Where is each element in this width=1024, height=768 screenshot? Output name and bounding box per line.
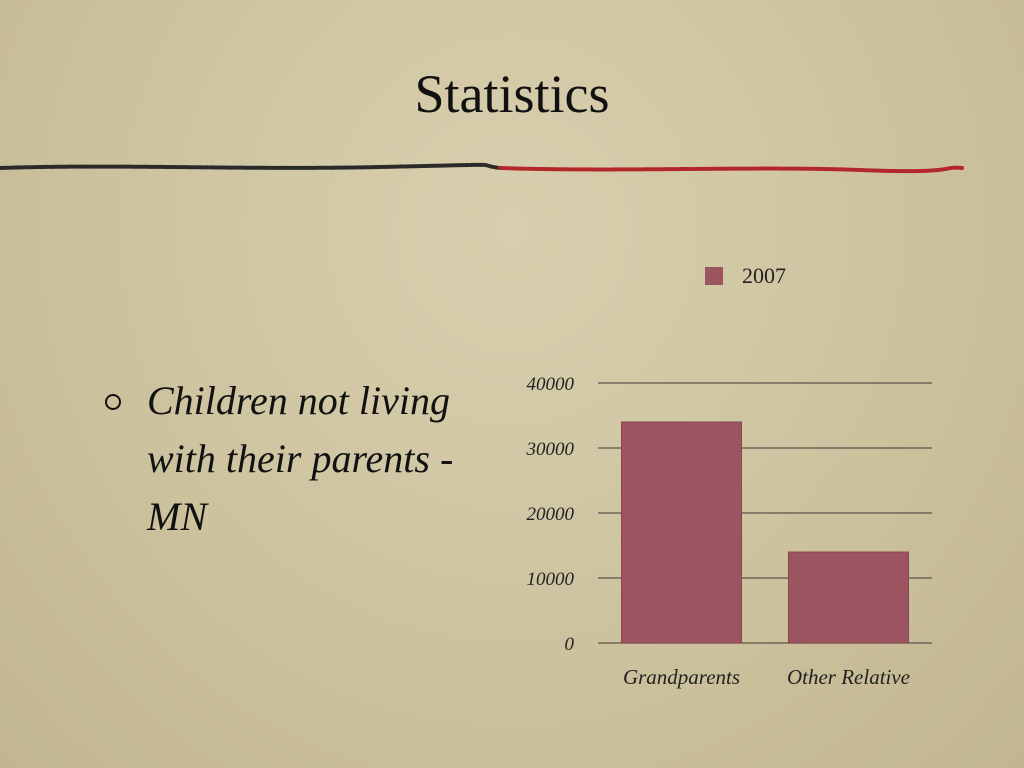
bullet-circle-icon <box>105 394 121 410</box>
y-tick-label: 20000 <box>527 504 575 525</box>
slide-title: Statistics <box>414 64 610 124</box>
bar-chart: 2007 0 10000 20000 30000 40000 Grandparents Oth… <box>526 263 932 689</box>
x-tick-label: Grandparents <box>623 665 740 689</box>
y-tick-label: 10000 <box>527 569 575 590</box>
legend-swatch <box>705 267 723 285</box>
y-tick-label: 30000 <box>526 439 575 460</box>
y-tick-label: 0 <box>565 634 575 655</box>
divider-red-segment <box>498 165 964 174</box>
bar <box>788 551 909 644</box>
bar <box>621 421 742 644</box>
divider-dark-segment <box>0 162 502 170</box>
legend-label: 2007 <box>742 263 786 288</box>
title-divider <box>0 162 964 174</box>
x-tick-label: Other Relative <box>787 665 910 689</box>
y-tick-label: 40000 <box>527 374 575 395</box>
bullet-text: Children not living with their parents -… <box>147 378 454 539</box>
